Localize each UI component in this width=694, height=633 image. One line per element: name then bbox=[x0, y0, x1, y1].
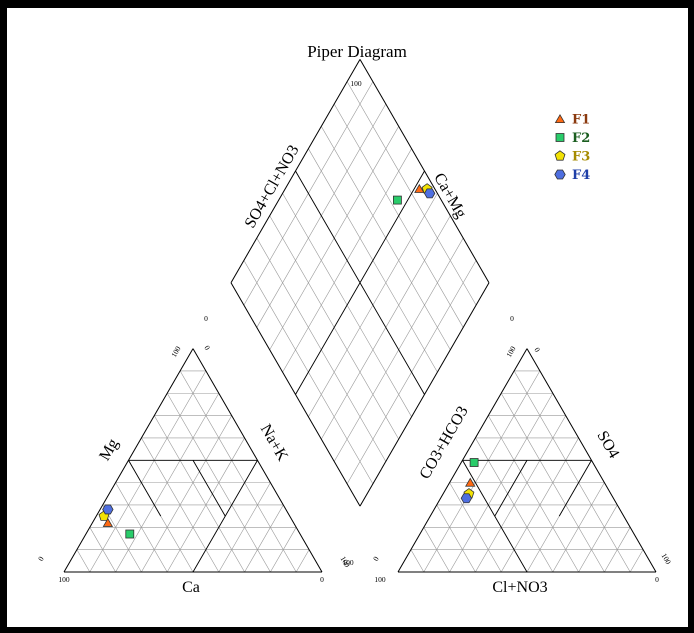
cation-triangle-grid-line bbox=[244, 504, 284, 573]
point-f4-anion bbox=[460, 493, 473, 504]
tick-diamond-right: 0 bbox=[510, 314, 514, 323]
anion-triangle-grid-line bbox=[436, 504, 476, 573]
cation-triangle-grid-line bbox=[166, 393, 271, 573]
anion-division-line bbox=[494, 460, 528, 517]
anion-triangle-grid-line bbox=[449, 482, 502, 573]
cation-division-line bbox=[192, 460, 226, 517]
anion-triangle-grid-line bbox=[513, 370, 631, 573]
point-f1-anion bbox=[465, 477, 476, 487]
point-f1-diamond bbox=[414, 183, 425, 193]
tick-cation-bottom-right: 0 bbox=[320, 575, 324, 584]
legend-marker-f2 bbox=[555, 133, 565, 142]
point-f4-cation bbox=[102, 504, 114, 515]
tick-cation-left-bottom: 0 bbox=[36, 555, 46, 563]
legend-marker-f3 bbox=[554, 150, 566, 161]
legend-marker-f4 bbox=[554, 169, 566, 180]
tick-diamond-bottom: 100 bbox=[342, 558, 354, 567]
anion-left-axis-label: CO3+HCO3 bbox=[416, 403, 471, 482]
anion-triangle-grid-line bbox=[488, 415, 579, 573]
cation-right-axis-label: Na+K bbox=[257, 422, 292, 465]
tick-anion-left-bottom: 0 bbox=[371, 555, 381, 563]
tick-diamond-left: 0 bbox=[204, 314, 208, 323]
cation-triangle-grid-line bbox=[154, 415, 245, 573]
cation-triangle-grid-line bbox=[179, 370, 297, 573]
point-f4-diamond bbox=[423, 188, 436, 199]
diamond-left-axis-label: SO4+Cl+NO3 bbox=[242, 142, 303, 231]
point-f2-diamond bbox=[393, 195, 402, 205]
cation-triangle-grid-line bbox=[102, 504, 142, 573]
tick-cation-left-top: 100 bbox=[169, 344, 183, 358]
tick-anion-left-top: 100 bbox=[504, 344, 518, 358]
anion-triangle-grid-line bbox=[475, 415, 566, 573]
point-f2-cation bbox=[125, 529, 135, 539]
data-points bbox=[98, 183, 479, 539]
tick-diamond-top: 100 bbox=[350, 79, 362, 88]
anion-triangle-grid-line bbox=[423, 527, 450, 573]
anion-bottom-axis-label: Cl+NO3 bbox=[492, 579, 547, 596]
cation-triangle-grid-line bbox=[89, 527, 116, 573]
ternary-outlines bbox=[63, 59, 657, 573]
legend-label-f1: F1 bbox=[572, 113, 590, 128]
anion-triangle-grid-line bbox=[410, 549, 425, 573]
anion-triangle-grid-line bbox=[500, 393, 605, 573]
tick-cation-bottom-left: 100 bbox=[58, 575, 70, 584]
tick-anion-right-bottom: 100 bbox=[659, 552, 673, 566]
diamond-division-line bbox=[295, 170, 425, 395]
cation-triangle-grid-line bbox=[141, 415, 232, 573]
cation-triangle-grid-line bbox=[89, 370, 207, 573]
anion-division-line bbox=[558, 460, 592, 517]
cation-triangle-grid-line bbox=[115, 482, 168, 573]
anion-triangle-grid-line bbox=[423, 370, 541, 573]
legend-label-f2: F2 bbox=[572, 131, 590, 146]
cation-triangle-grid-line bbox=[76, 549, 91, 573]
legend-label-f4: F4 bbox=[572, 168, 590, 183]
tick-anion-right-top: 0 bbox=[532, 346, 542, 354]
cation-triangle-grid-line bbox=[295, 549, 310, 573]
point-f2-anion bbox=[469, 458, 479, 467]
tick-anion-bottom-left: 100 bbox=[374, 575, 386, 584]
anion-triangle-grid-line bbox=[629, 549, 644, 573]
grid-lines bbox=[76, 81, 644, 573]
anion-triangle-grid-line bbox=[578, 504, 618, 573]
cation-division-line bbox=[128, 460, 162, 517]
chart-title: Piper Diagram bbox=[307, 42, 407, 61]
tick-anion-bottom-right: 0 bbox=[655, 575, 659, 584]
tick-cation-right-top: 0 bbox=[202, 344, 212, 352]
legend-marker-f1 bbox=[554, 113, 566, 123]
anion-right-axis-label: SO4 bbox=[593, 428, 622, 461]
legend: F1 F2 F3 F4 bbox=[554, 113, 590, 183]
legend-label-f3: F3 bbox=[572, 150, 590, 165]
cation-bottom-axis-label: Ca bbox=[182, 579, 200, 596]
cation-left-axis-label: Mg bbox=[96, 436, 122, 464]
point-f1-cation bbox=[102, 517, 114, 527]
